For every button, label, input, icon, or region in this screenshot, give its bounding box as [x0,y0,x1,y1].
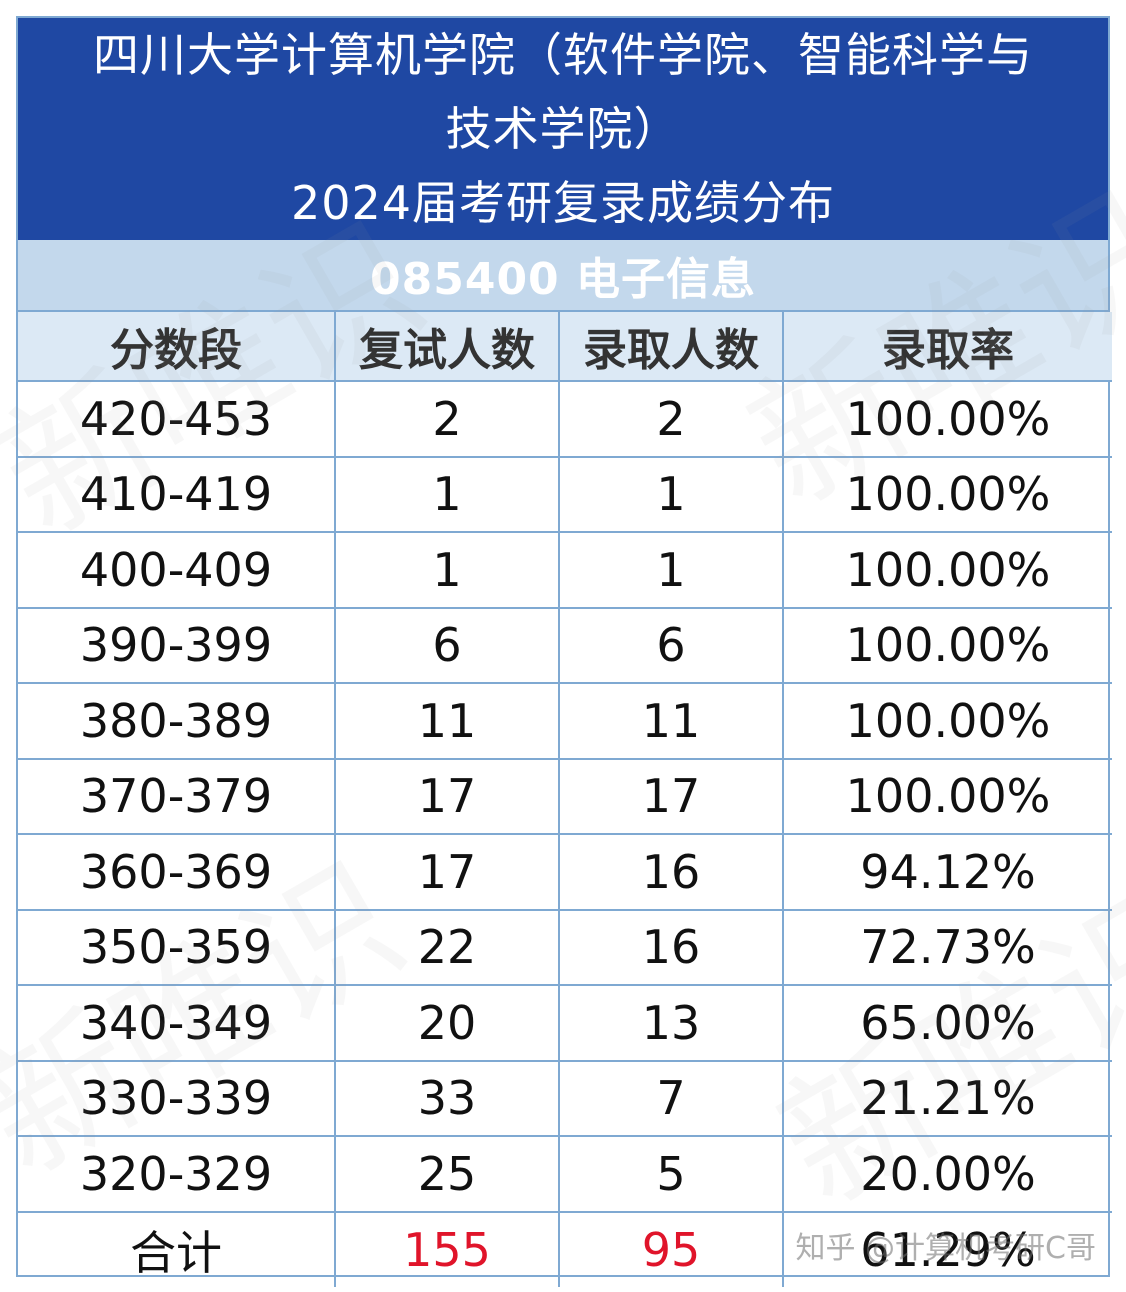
title-line-1: 四川大学计算机学院（软件学院、智能科学与 [93,28,1033,82]
cell-interviewed: 1 [335,532,560,609]
title-line-2: 技术学院） [445,102,681,156]
cell-score-range: 340-349 [18,985,336,1062]
cell-interviewed: 20 [335,985,560,1062]
cell-score-range: 420-453 [18,381,336,458]
cell-score-range: 350-359 [18,909,336,986]
cell-interviewed: 22 [335,909,560,986]
cell-admit-rate: 65.00% [783,985,1112,1062]
cell-admitted: 16 [559,909,784,986]
cell-admitted: 11 [559,683,784,760]
cell-interviewed: 6 [335,607,560,684]
table-row: 330-339 33 7 21.21% [18,1060,1112,1137]
title-banner: 四川大学计算机学院（软件学院、智能科学与 技术学院） 2024届考研复录成绩分布 [18,18,1108,240]
header-score-range: 分数段 [18,312,336,382]
total-row: 合计 155 95 61.29% [18,1211,1112,1287]
total-label: 合计 [18,1211,336,1287]
score-distribution-sheet: 四川大学计算机学院（软件学院、智能科学与 技术学院） 2024届考研复录成绩分布… [16,16,1112,1287]
cell-score-range: 330-339 [18,1060,336,1137]
cell-interviewed: 17 [335,758,560,835]
cell-score-range: 370-379 [18,758,336,835]
cell-score-range: 320-329 [18,1136,336,1213]
cell-admit-rate: 94.12% [783,834,1112,911]
cell-admitted: 13 [559,985,784,1062]
total-admitted: 95 [559,1211,784,1287]
cell-interviewed: 2 [335,381,560,458]
cell-admit-rate: 72.73% [783,909,1112,986]
cell-admitted: 1 [559,456,784,533]
cell-score-range: 360-369 [18,834,336,911]
cell-interviewed: 33 [335,1060,560,1137]
cell-score-range: 400-409 [18,532,336,609]
cell-admitted: 6 [559,607,784,684]
cell-admitted: 16 [559,834,784,911]
cell-score-range: 410-419 [18,456,336,533]
cell-admit-rate: 100.00% [783,532,1112,609]
cell-interviewed: 11 [335,683,560,760]
cell-admit-rate: 21.21% [783,1060,1112,1137]
cell-admit-rate: 100.00% [783,683,1112,760]
cell-admit-rate: 100.00% [783,758,1112,835]
title-line-3: 2024届考研复录成绩分布 [290,176,836,230]
table-row: 390-399 6 6 100.00% [18,607,1112,684]
header-interviewed: 复试人数 [335,312,560,382]
table-row: 320-329 25 5 20.00% [18,1136,1112,1213]
table-row: 340-349 20 13 65.00% [18,985,1112,1062]
header-admitted: 录取人数 [559,312,784,382]
cell-admitted: 17 [559,758,784,835]
cell-interviewed: 25 [335,1136,560,1213]
table-row: 370-379 17 17 100.00% [18,758,1112,835]
header-admit-rate: 录取率 [783,312,1112,382]
table-header-row: 分数段 复试人数 录取人数 录取率 [18,312,1112,382]
cell-admit-rate: 100.00% [783,456,1112,533]
table-row: 350-359 22 16 72.73% [18,909,1112,986]
table-row: 410-419 1 1 100.00% [18,456,1112,533]
cell-admitted: 2 [559,381,784,458]
table-row: 380-389 11 11 100.00% [18,683,1112,760]
total-interviewed: 155 [335,1211,560,1287]
table-row: 400-409 1 1 100.00% [18,532,1112,609]
cell-score-range: 390-399 [18,607,336,684]
cell-score-range: 380-389 [18,683,336,760]
cell-admitted: 7 [559,1060,784,1137]
cell-admitted: 5 [559,1136,784,1213]
major-subtitle: 085400 电子信息 [18,240,1108,312]
table-row: 420-453 2 2 100.00% [18,381,1112,458]
cell-admit-rate: 100.00% [783,381,1112,458]
cell-admitted: 1 [559,532,784,609]
cell-admit-rate: 100.00% [783,607,1112,684]
cell-admit-rate: 20.00% [783,1136,1112,1213]
cell-interviewed: 1 [335,456,560,533]
score-table: 分数段 复试人数 录取人数 录取率 420-453 2 2 100.00% 410-41… [18,312,1112,1287]
total-admit-rate: 61.29% [860,1222,1036,1277]
table-row: 360-369 17 16 94.12% [18,834,1112,911]
cell-interviewed: 17 [335,834,560,911]
